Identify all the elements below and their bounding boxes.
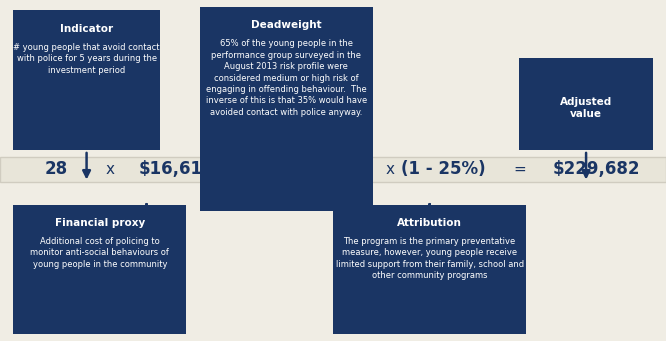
- Text: Financial proxy: Financial proxy: [55, 218, 145, 228]
- Text: # young people that avoid contact
with police for 5 years during the
investment : # young people that avoid contact with p…: [13, 43, 160, 75]
- Text: (1 - 35%): (1 - 35%): [270, 161, 356, 178]
- Text: Adjusted
value: Adjusted value: [560, 97, 612, 119]
- Text: Attribution: Attribution: [397, 218, 462, 228]
- Text: $16,619: $16,619: [139, 161, 214, 178]
- Text: x: x: [385, 162, 394, 177]
- Text: Deadweight: Deadweight: [251, 20, 322, 30]
- Text: 28: 28: [45, 161, 68, 178]
- Text: =: =: [513, 162, 526, 177]
- Text: x: x: [105, 162, 115, 177]
- Bar: [519, 58, 653, 150]
- Text: 65% of the young people in the
performance group surveyed in the
August 2013 ris: 65% of the young people in the performan…: [206, 39, 367, 117]
- Text: $229,682: $229,682: [552, 161, 640, 178]
- Bar: [0, 157, 666, 182]
- Bar: [200, 7, 373, 211]
- Text: x: x: [252, 162, 261, 177]
- Bar: [13, 205, 186, 334]
- Text: The program is the primary preventative
measure, however, young people receive
l: The program is the primary preventative …: [336, 237, 523, 280]
- Text: Additional cost of policing to
monitor anti-social behaviours of
young people in: Additional cost of policing to monitor a…: [31, 237, 169, 269]
- Text: (1 - 25%): (1 - 25%): [400, 161, 486, 178]
- Text: Indicator: Indicator: [60, 24, 113, 34]
- Bar: [333, 205, 526, 334]
- Bar: [13, 10, 160, 150]
